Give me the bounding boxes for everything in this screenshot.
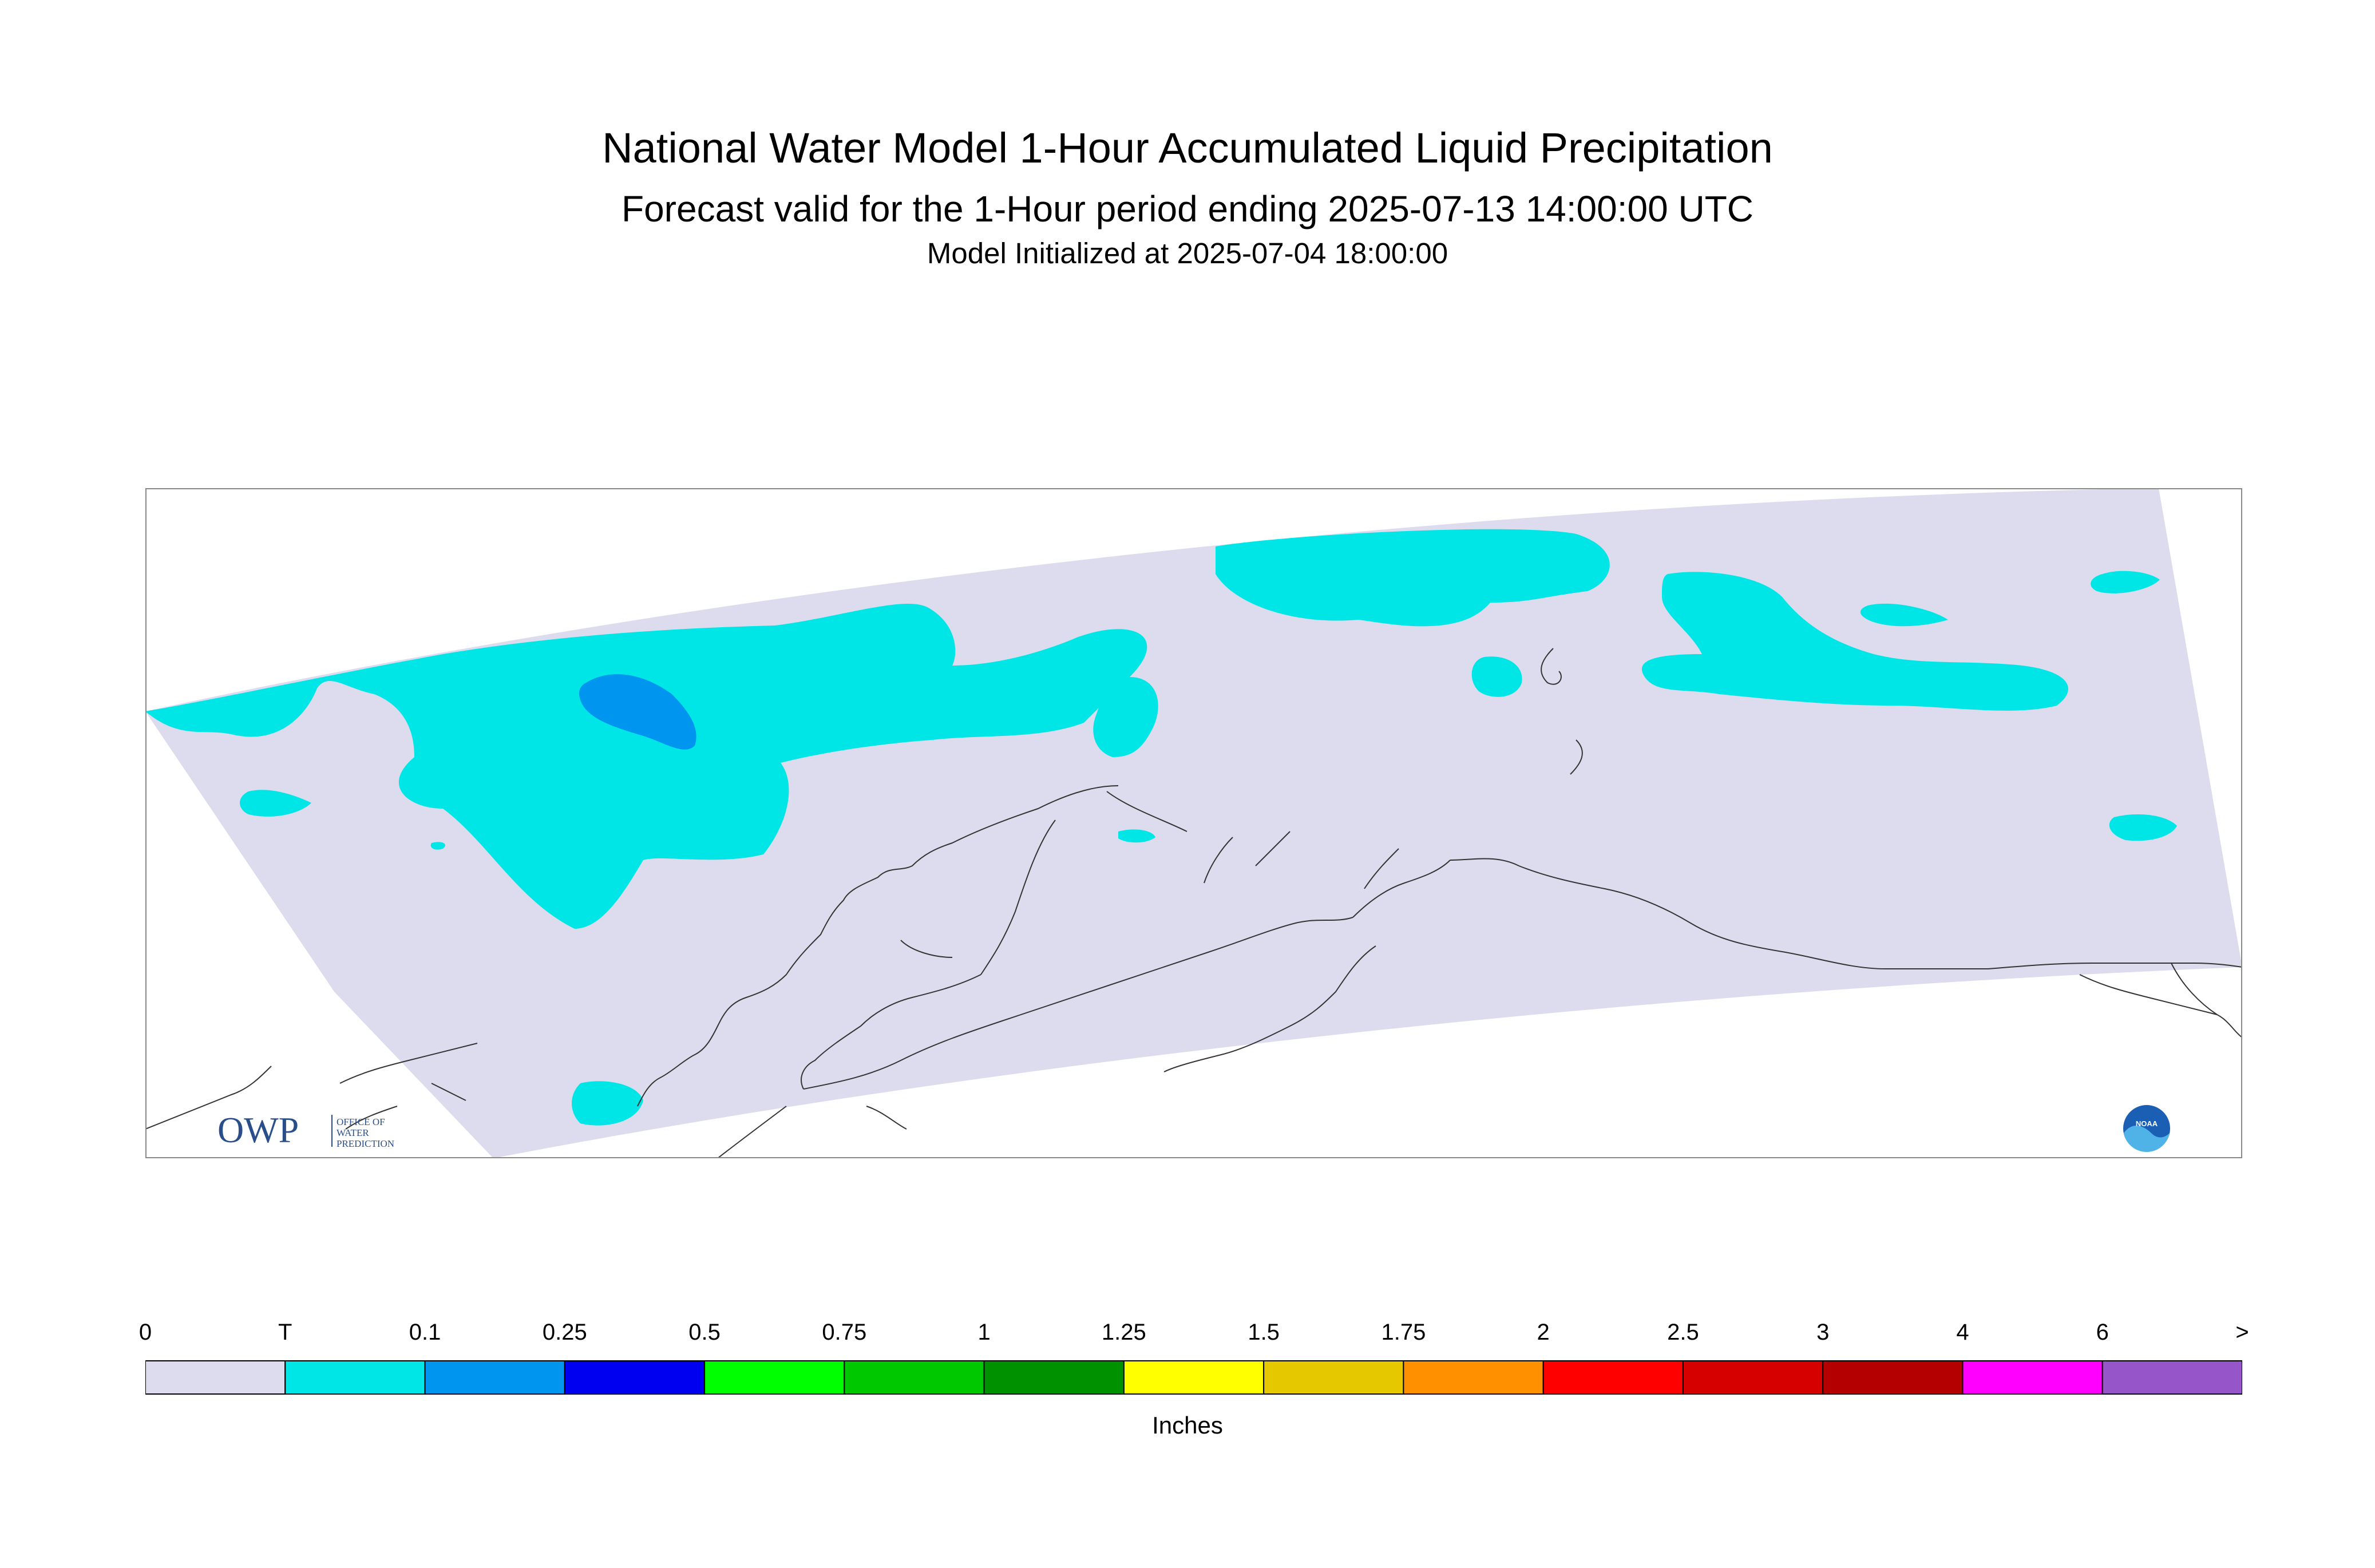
legend-color-box <box>284 1360 426 1395</box>
legend-tick-label: 1 <box>977 1320 991 1345</box>
legend-tick-label: 3 <box>1816 1320 1830 1345</box>
owp-logo: OWP OFFICE OF WATER PREDICTION <box>217 1109 429 1155</box>
legend-color-box <box>1962 1360 2103 1395</box>
legend-color-box <box>983 1360 1125 1395</box>
legend-tick-label: > <box>2235 1320 2249 1345</box>
legend-tick-label: 0.5 <box>688 1320 721 1345</box>
coastlines <box>145 648 2242 1158</box>
trace-precip-areas <box>145 529 2177 1126</box>
legend-tick-label: 0.1 <box>409 1320 441 1345</box>
legend-color-box <box>564 1360 706 1395</box>
svg-text:OWP: OWP <box>217 1110 299 1150</box>
svg-text:WATER: WATER <box>337 1127 369 1138</box>
legend-color-box <box>1263 1360 1404 1395</box>
legend-tick-label: 0 <box>138 1320 152 1345</box>
legend-units-label: Inches <box>1152 1412 1223 1439</box>
precipitation-map: OWP OFFICE OF WATER PREDICTION NOAA <box>145 488 2242 1158</box>
legend-color-box <box>1542 1360 1684 1395</box>
legend-tick-label: 2.5 <box>1667 1320 1699 1345</box>
legend-tick-label: T <box>278 1320 292 1345</box>
legend-tick-label: 1.75 <box>1381 1320 1426 1345</box>
legend-color-bar <box>145 1360 2242 1395</box>
map-subtitle: Forecast valid for the 1-Hour period end… <box>621 188 1754 229</box>
legend-color-box <box>145 1360 286 1395</box>
legend-color-box <box>1822 1360 1964 1395</box>
svg-text:NOAA: NOAA <box>2136 1119 2158 1128</box>
legend-tick-label: 0.75 <box>822 1320 867 1345</box>
legend-color-box <box>1123 1360 1265 1395</box>
legend-tick-label: 4 <box>1956 1320 1969 1345</box>
legend-tick-label: 0.25 <box>542 1320 587 1345</box>
light-precip-area <box>579 674 696 750</box>
map-border <box>145 488 2242 1158</box>
model-initialized-label: Model Initialized at 2025-07-04 18:00:00 <box>927 237 1448 270</box>
legend-color-box <box>1682 1360 1824 1395</box>
svg-text:OFFICE OF: OFFICE OF <box>337 1116 385 1127</box>
legend-tick-label: 1.25 <box>1101 1320 1146 1345</box>
svg-text:PREDICTION: PREDICTION <box>337 1138 394 1149</box>
legend-color-box <box>424 1360 565 1395</box>
map-canvas <box>145 488 2242 1158</box>
noaa-logo: NOAA <box>2121 1103 2172 1154</box>
legend-color-box <box>704 1360 845 1395</box>
legend-tick-label: 6 <box>2096 1320 2109 1345</box>
owp-logo-mark: OWP OFFICE OF WATER PREDICTION <box>217 1110 394 1150</box>
legend-color-box <box>1403 1360 1544 1395</box>
legend-tick-label: 1.5 <box>1248 1320 1280 1345</box>
noaa-logo-mark: NOAA <box>2122 1104 2171 1153</box>
legend-color-box <box>2101 1360 2242 1395</box>
legend-color-box <box>844 1360 985 1395</box>
legend-tick-label: 2 <box>1537 1320 1550 1345</box>
map-title: National Water Model 1-Hour Accumulated … <box>602 124 1773 172</box>
